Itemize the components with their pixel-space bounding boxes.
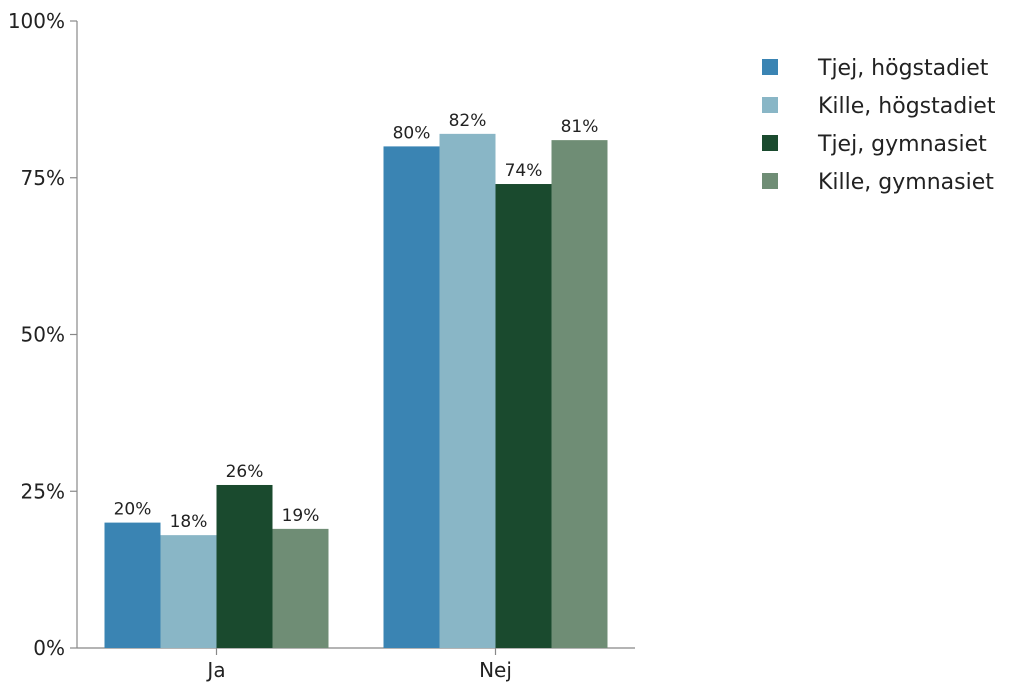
y-tick-label: 25% xyxy=(21,479,65,503)
data-labels: 20% 18% 26% 19% 80% 82% 74% 81% xyxy=(114,111,599,532)
data-label: 26% xyxy=(226,462,264,482)
bar xyxy=(551,140,608,648)
legend-label: Tjej, gymnasiet xyxy=(817,132,987,157)
bar xyxy=(495,184,552,648)
bar xyxy=(272,528,329,648)
x-tick-label: Nej xyxy=(479,658,512,682)
data-label: 18% xyxy=(170,512,208,532)
bar xyxy=(439,133,496,649)
legend-swatch xyxy=(762,59,778,75)
data-label: 82% xyxy=(449,111,487,131)
bar xyxy=(104,522,161,648)
data-label: 74% xyxy=(505,161,543,181)
data-label: 19% xyxy=(282,506,320,526)
legend-label: Tjej, högstadiet xyxy=(817,56,989,81)
legend-label: Kille, högstadiet xyxy=(818,94,996,119)
legend-swatch xyxy=(762,173,778,189)
x-tick-label: Ja xyxy=(205,658,225,682)
bar xyxy=(160,535,217,648)
data-label: 81% xyxy=(561,117,599,137)
y-tick-label: 100% xyxy=(8,9,65,33)
x-axis: Ja Nej xyxy=(77,647,635,682)
y-tick-label: 50% xyxy=(21,323,65,347)
data-label: 80% xyxy=(393,123,431,143)
y-tick-label: 75% xyxy=(21,166,65,190)
y-axis: 0% 25% 50% 75% 100% xyxy=(8,9,78,660)
legend-swatch xyxy=(762,135,778,151)
y-tick-label: 0% xyxy=(33,636,65,660)
legend-swatch xyxy=(762,97,778,113)
data-label: 20% xyxy=(114,500,152,520)
bar xyxy=(383,146,440,648)
legend-label: Kille, gymnasiet xyxy=(818,170,994,195)
bar xyxy=(216,484,273,648)
legend: Tjej, högstadiet Kille, högstadiet Tjej, g… xyxy=(762,56,996,195)
bars xyxy=(104,133,608,649)
